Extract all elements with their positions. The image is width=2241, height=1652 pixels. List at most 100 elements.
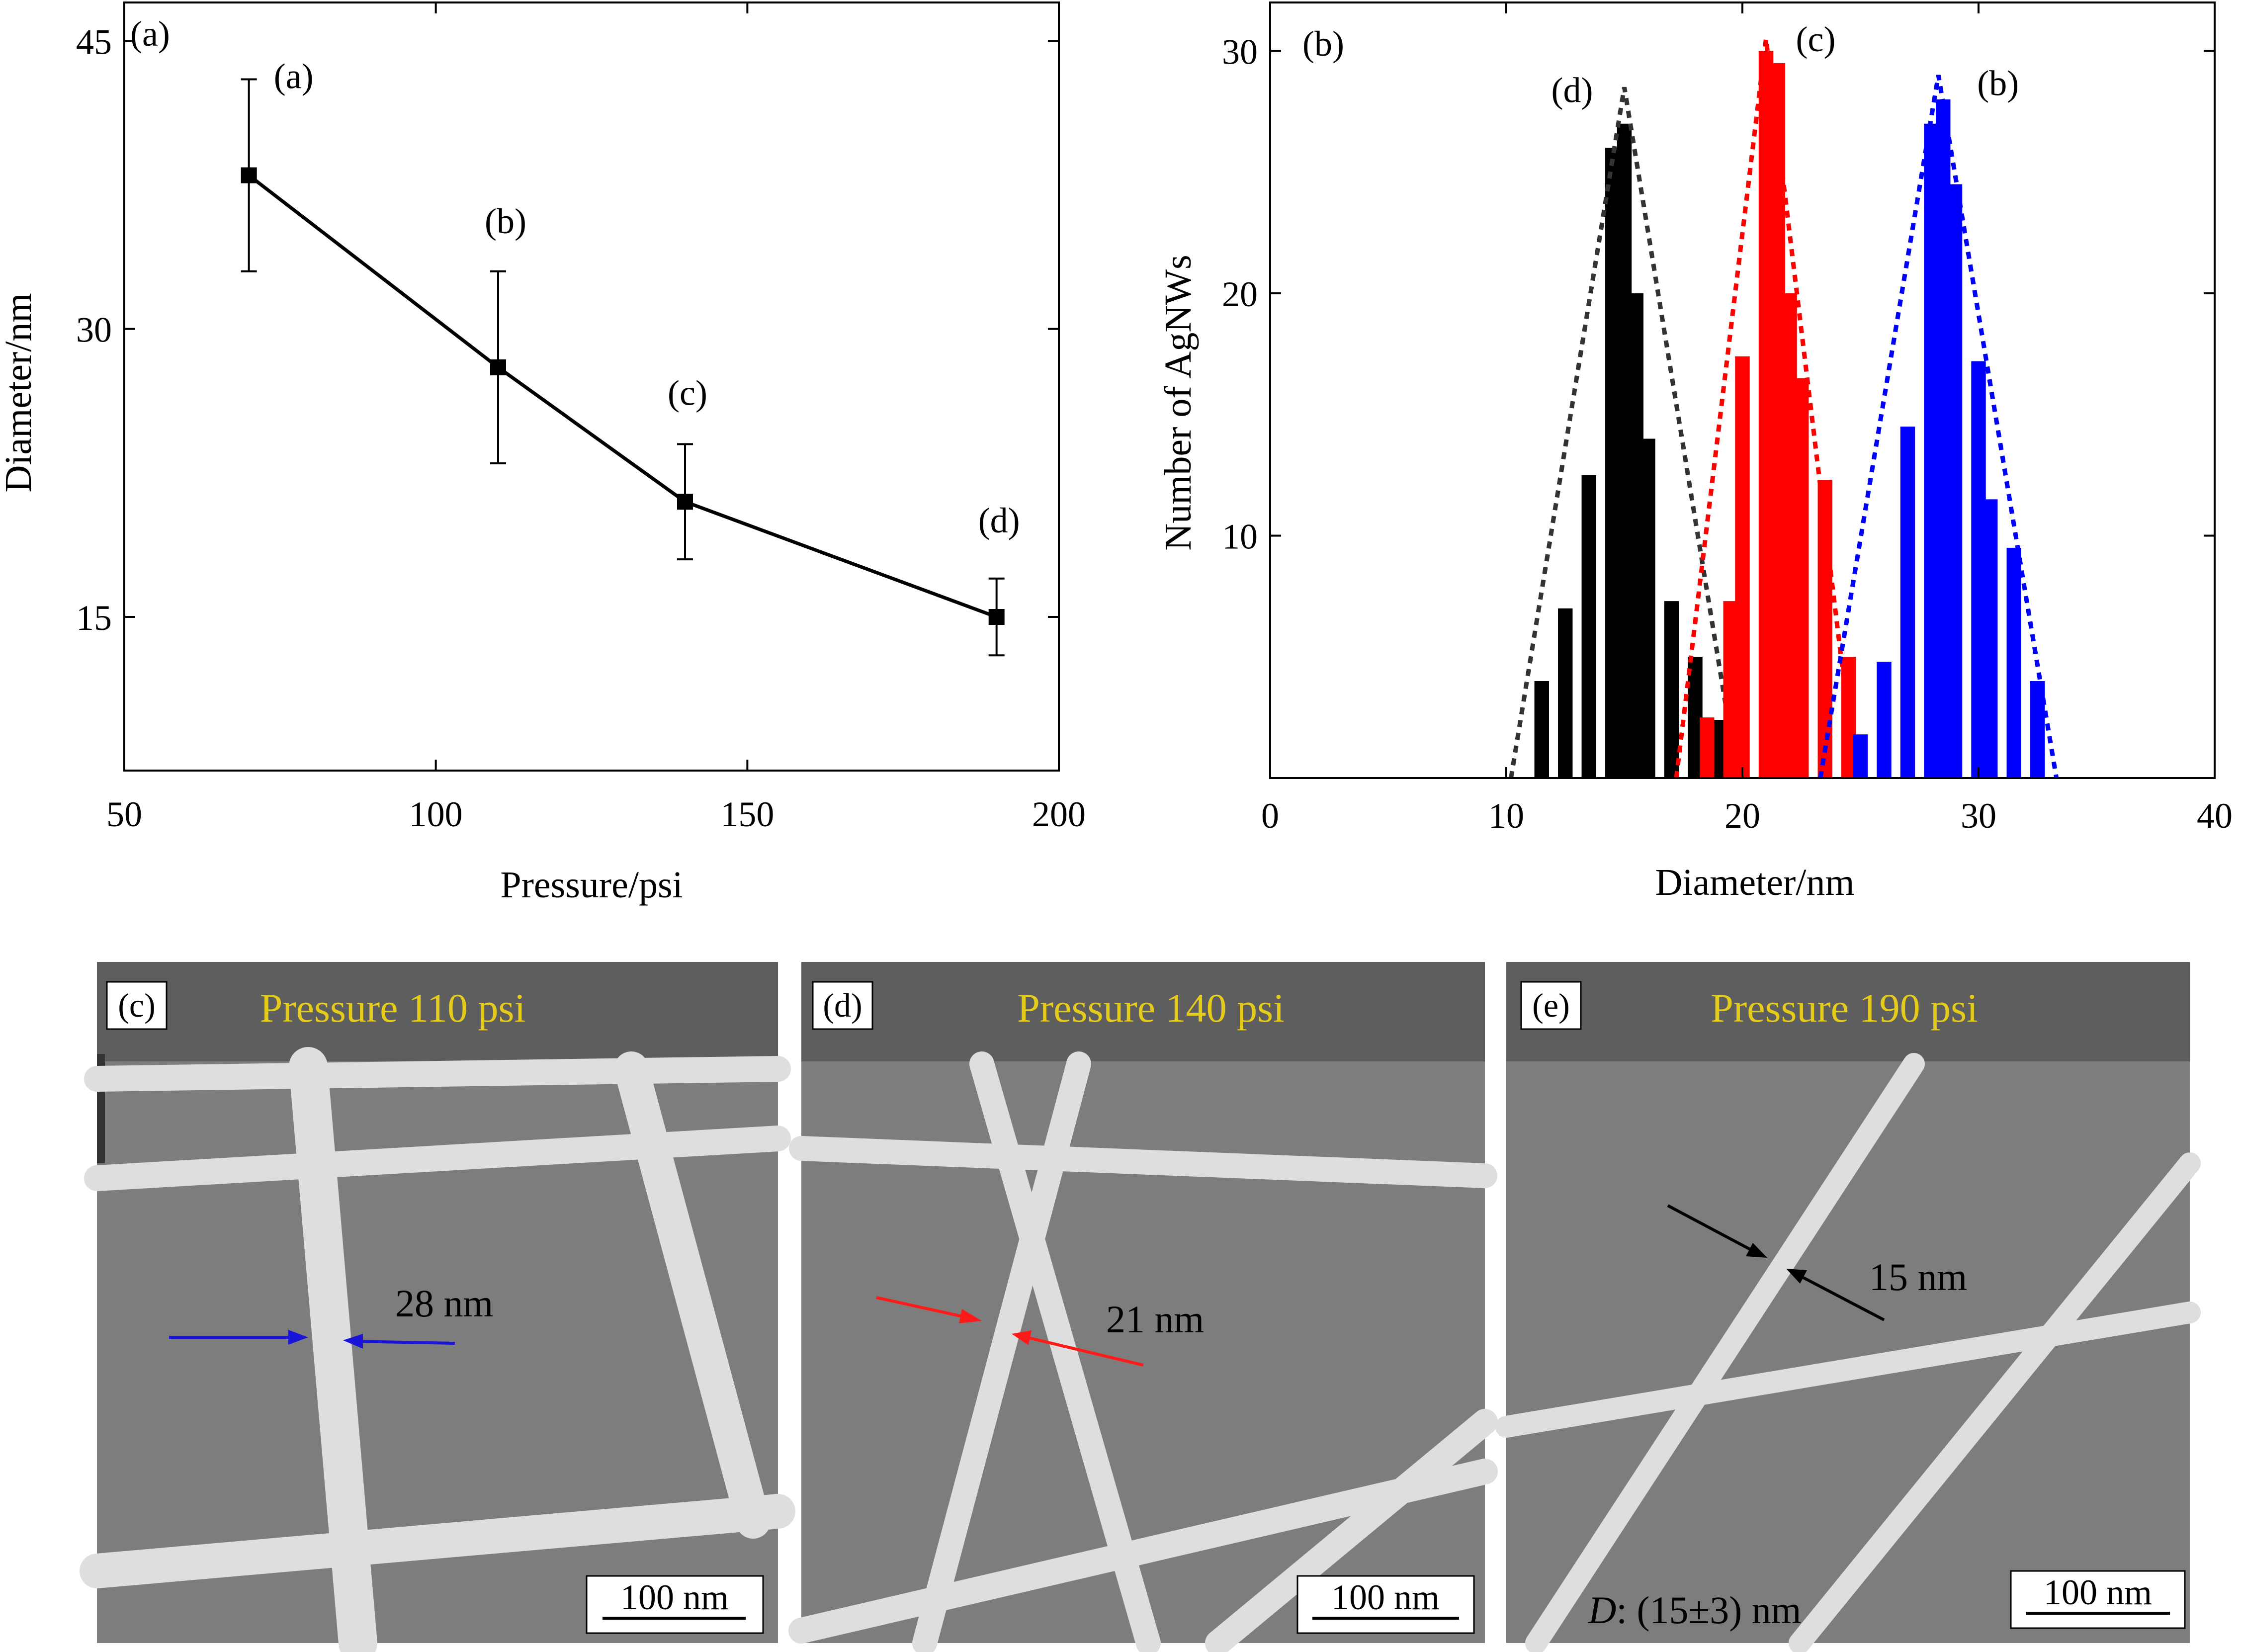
arrowhead-d-right (1012, 1330, 1032, 1345)
scale-bar-d-label: 100 nm (1331, 1577, 1440, 1617)
scale-bar-c-label: 100 nm (620, 1577, 729, 1617)
histogram-bar (1983, 499, 1998, 778)
histogram-bar (1735, 356, 1750, 778)
sem-d-tag-box (812, 981, 873, 1030)
wire-c1 (84, 1056, 791, 1092)
arrow-d-left (876, 1296, 967, 1319)
y-tick-label-b: 10 (1222, 517, 1258, 557)
sem-e-note-value: : (15±3) nm (1616, 1588, 1801, 1632)
sem-e-tag: (e) (1532, 986, 1569, 1024)
chart-b: (d) (c) (b) (b) 0 10 20 30 40 10 20 30 Diameter/n… (1157, 1, 2233, 903)
point-label-a: (c) (668, 373, 707, 413)
arrowhead-d-left (959, 1309, 982, 1323)
plot-frame-a (123, 1, 1060, 772)
sem-d-title: Pressure 140 psi (1017, 985, 1285, 1031)
y-axis-label-b: Number of AgNWs (1157, 255, 1199, 550)
arrowhead-c-right (343, 1334, 363, 1349)
wire-d3 (912, 1051, 1091, 1652)
data-point-a (490, 359, 506, 375)
histogram-bar (1581, 475, 1596, 778)
histogram-bar (1877, 662, 1892, 778)
histogram-bar (1817, 480, 1832, 778)
arrow-c-right (355, 1340, 455, 1345)
data-a: (a) (b) (c) (d) (241, 57, 1020, 657)
sem-c-title: Pressure 110 psi (260, 985, 525, 1031)
x-tick-label-b: 0 (1261, 796, 1279, 836)
point-label-a: (d) (978, 501, 1020, 540)
x-axis-label-b: Diameter/nm (1655, 862, 1855, 903)
arrowhead-e-left (1746, 1243, 1767, 1258)
point-label-a: (a) (274, 57, 314, 96)
arrowhead-e-right (1786, 1269, 1807, 1284)
wire-d5 (788, 1459, 1498, 1644)
data-line-a (248, 174, 997, 619)
x-axis-label-a: Pressure/psi (500, 864, 683, 906)
scale-bar-d-box (1296, 1575, 1475, 1634)
scale-bar-e-box (2010, 1570, 2186, 1629)
wire-c4 (614, 1051, 771, 1539)
fit-curve (1674, 38, 1858, 779)
sem-d-tag: (d) (823, 986, 862, 1024)
scale-bar-c-box (586, 1575, 764, 1634)
sem-c-measure: 28 nm (395, 1282, 493, 1325)
ticks-b: 0 10 20 30 40 10 20 30 (1222, 2, 2233, 836)
x-tick-label-b: 40 (2197, 796, 2233, 836)
histogram-bar (1664, 601, 1679, 778)
series-label: (b) (1977, 63, 2019, 103)
wire-c5 (80, 1494, 795, 1588)
arrow-e-left (1667, 1204, 1755, 1253)
sem-image-d: (d) Pressure 140 psi 21 nm 100 nm (788, 962, 1498, 1652)
data-point-a (241, 167, 257, 183)
data-point-a (988, 609, 1005, 625)
y-axis-label-a: Diameter/nm (0, 293, 39, 493)
chart-a: (a) 50 100 150 200 15 30 45 Pressure/psi Diame… (0, 1, 1086, 906)
histogram-bar (2030, 681, 2045, 778)
wire-d4 (1205, 1409, 1498, 1652)
point-label-a: (b) (485, 201, 526, 241)
y-tick-label-b: 20 (1222, 274, 1258, 314)
x-tick-label-a: 150 (720, 794, 774, 834)
arrowhead-c-left (288, 1330, 308, 1345)
x-tick-label-b: 30 (1961, 796, 1996, 836)
histogram-bar (1640, 438, 1655, 778)
x-tick-label-a: 100 (409, 794, 463, 834)
y-tick-label-a: 45 (76, 22, 112, 62)
histogram-bar (1794, 378, 1809, 778)
x-tick-label-a: 50 (106, 794, 142, 834)
arrow-d-right (1026, 1336, 1144, 1367)
sem-e-tag-box (1520, 981, 1582, 1030)
sem-e-header (1506, 962, 2190, 1061)
panel-label-a: (a) (130, 14, 170, 54)
data-point-a (677, 494, 693, 510)
sem-c-tag-box (106, 981, 168, 1030)
sem-e-title: Pressure 190 psi (1711, 985, 1978, 1031)
histogram-bar (2006, 547, 2021, 778)
sem-c-header (97, 962, 778, 1061)
y-tick-label-a: 30 (76, 310, 112, 350)
ticks-a: 50 100 150 200 15 30 45 (76, 2, 1086, 834)
fit-curve (1818, 75, 2059, 779)
sem-e-note: D: (15±3) nm (1588, 1588, 1801, 1632)
arrow-e-right (1799, 1274, 1885, 1321)
wire-e2 (1789, 1152, 2201, 1652)
y-tick-label-a: 15 (76, 598, 112, 638)
data-b: (d) (c) (b) (1509, 19, 2059, 779)
series-label: (c) (1796, 19, 1836, 59)
sem-image-c: (c) Pressure 110 psi 28 nm 100 nm (80, 962, 795, 1652)
sem-d-header (801, 962, 1485, 1061)
histogram-bar (1900, 427, 1915, 778)
sem-e-measure: 15 nm (1869, 1255, 1967, 1299)
sem-c-tag: (c) (118, 986, 155, 1024)
wire-e3 (1495, 1302, 2201, 1438)
sem-d-measure: 21 nm (1106, 1298, 1204, 1341)
x-tick-label-a: 200 (1032, 794, 1086, 834)
wire-d1 (789, 1136, 1497, 1188)
sem-image-e: (e) Pressure 190 psi 15 nm D: (15±3) nm … (1495, 962, 2201, 1652)
histogram-bar (1558, 608, 1573, 778)
y-tick-label-b: 30 (1222, 32, 1258, 72)
panel-label-b: (b) (1302, 24, 1344, 64)
wire-e1 (1525, 1053, 1925, 1652)
x-tick-label-b: 20 (1724, 796, 1760, 836)
fit-curve (1509, 87, 1740, 779)
